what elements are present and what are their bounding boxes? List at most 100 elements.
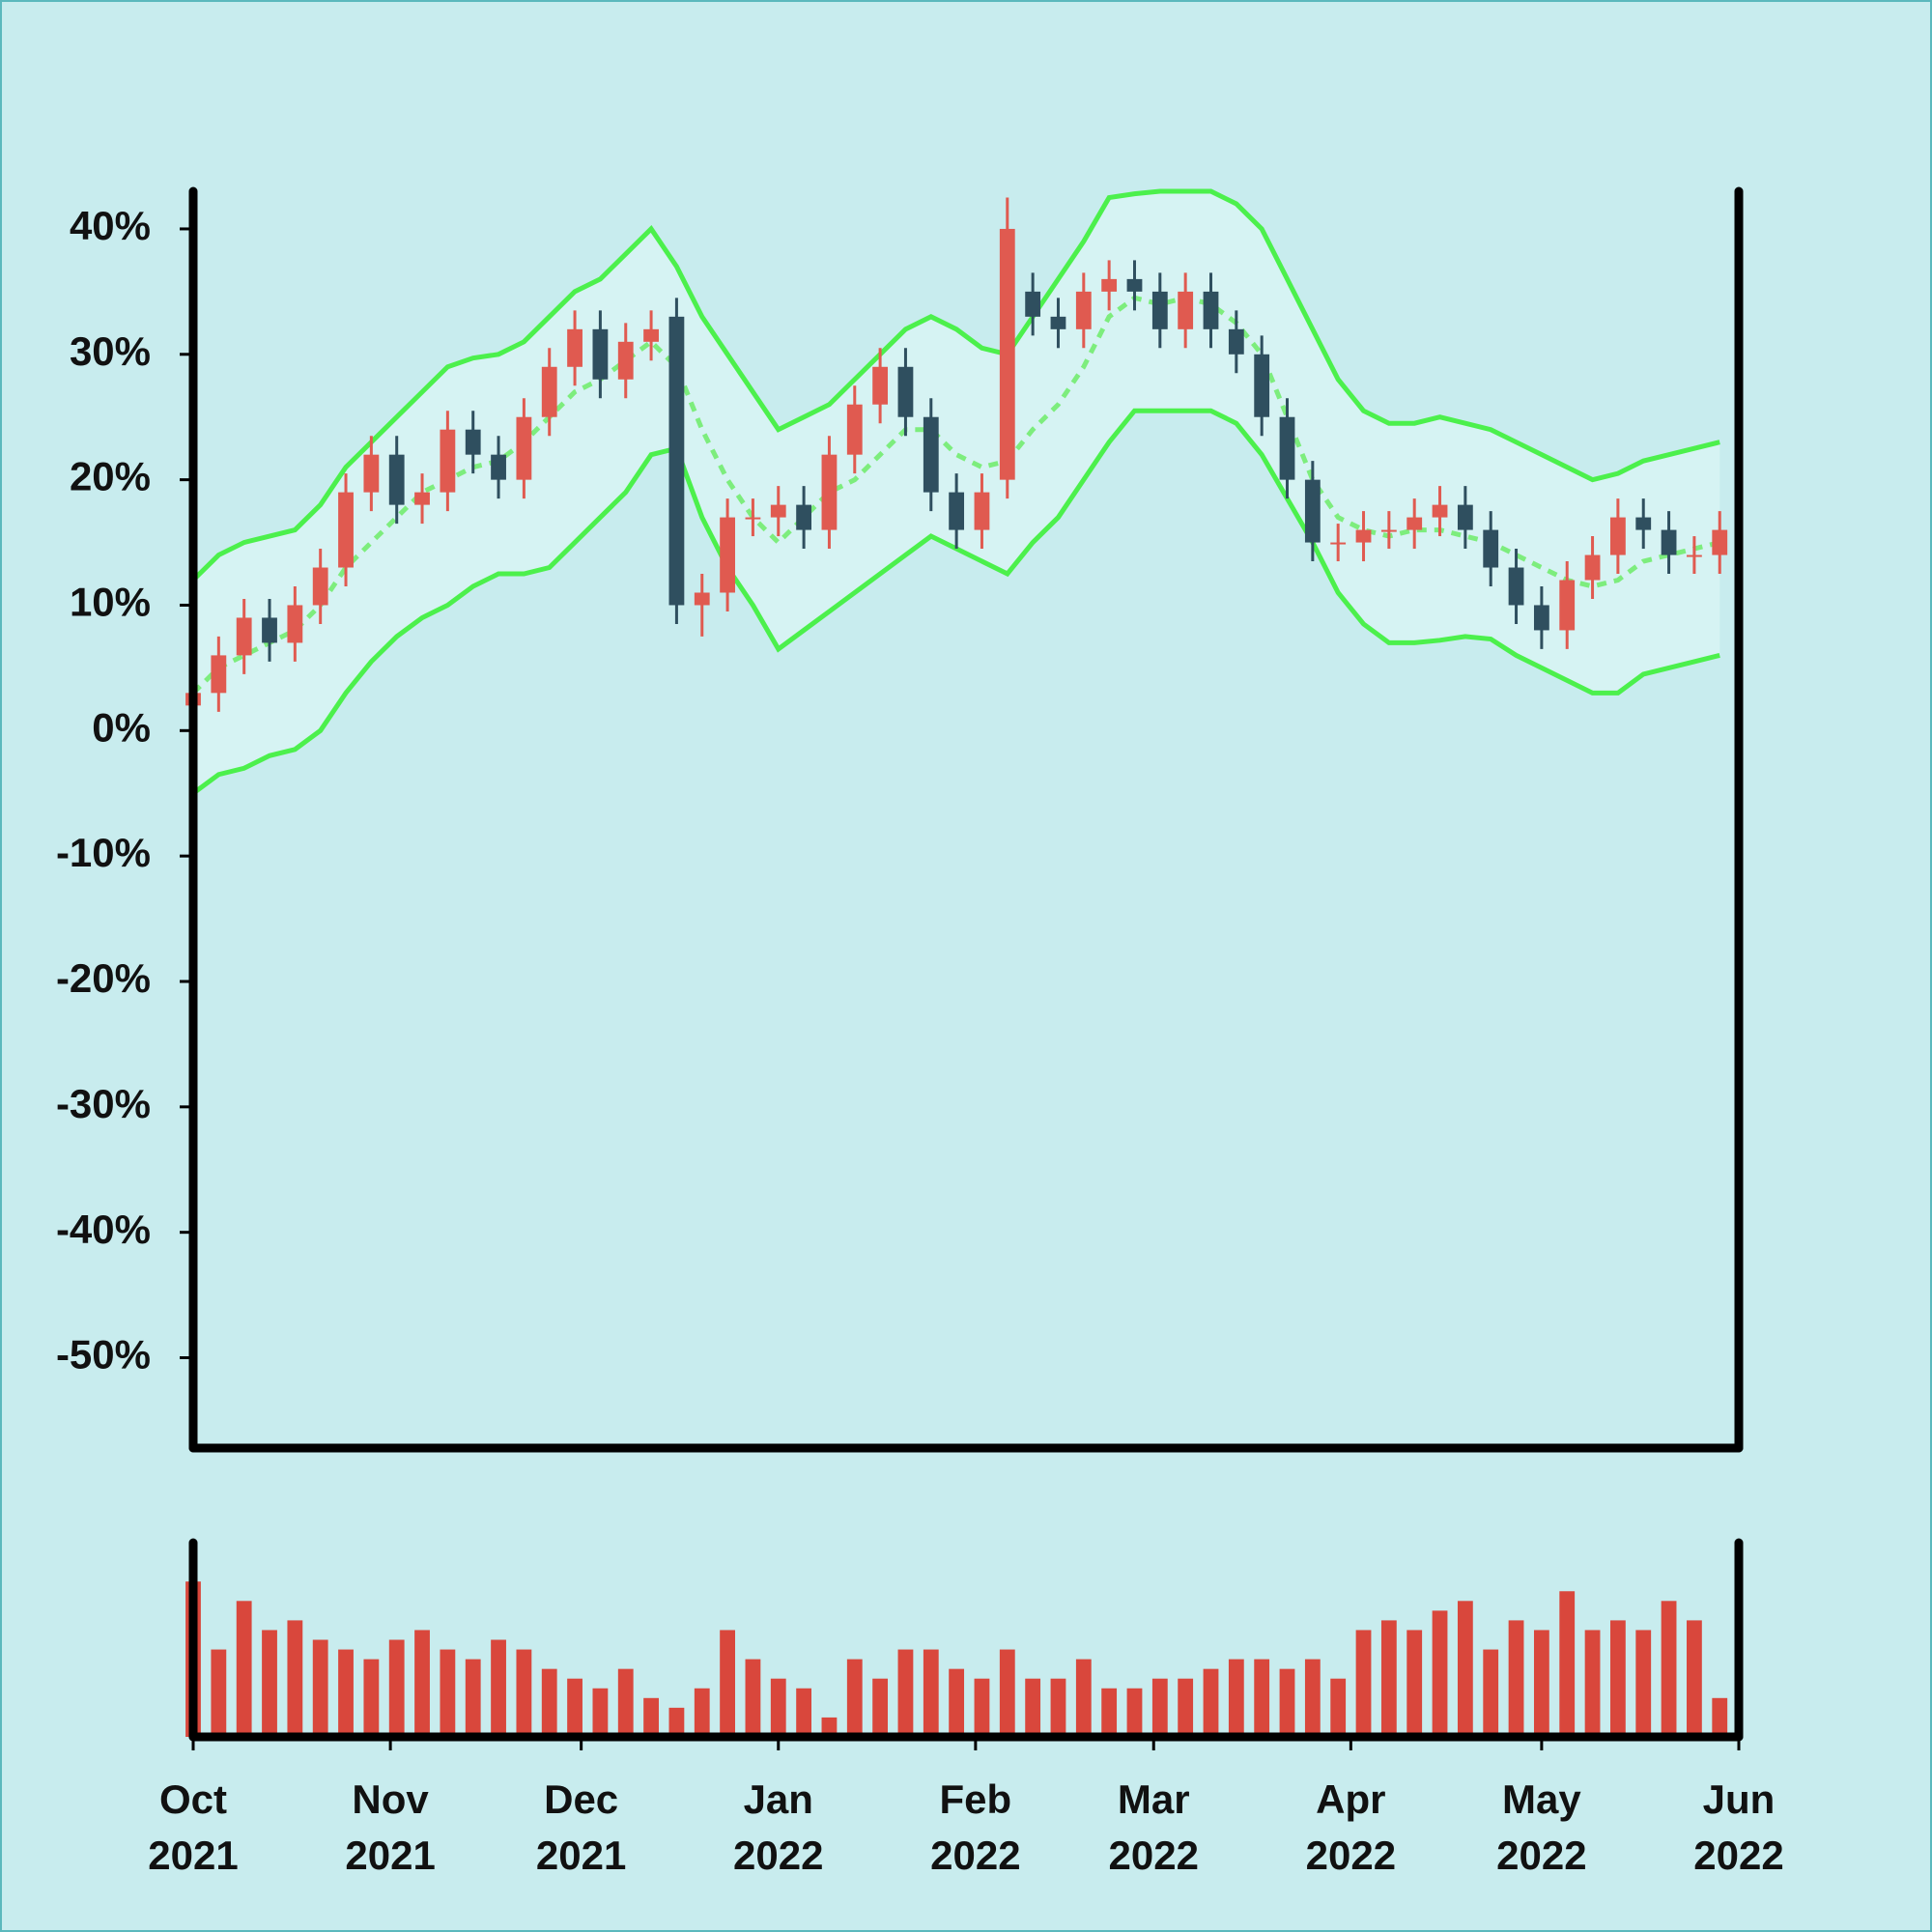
candle-body — [1533, 605, 1549, 631]
x-tick-label-line: 2021 — [536, 1833, 626, 1878]
candle-body — [999, 228, 1015, 480]
x-tick-label: May 2022 — [1496, 1776, 1586, 1878]
x-tick-label: Jan 2022 — [733, 1776, 823, 1878]
volume-bar — [796, 1688, 811, 1737]
candle-body — [1151, 291, 1168, 329]
volume-bar — [1457, 1601, 1473, 1737]
x-tick-label-line: 2021 — [345, 1833, 435, 1878]
volume-bar — [923, 1649, 939, 1737]
candle-body — [1126, 278, 1143, 292]
x-tick-label: Feb 2022 — [930, 1776, 1020, 1878]
candle-body — [1559, 580, 1576, 631]
y-tick-label: -40% — [56, 1207, 151, 1252]
candle-body — [388, 454, 405, 505]
candle-body — [1101, 278, 1118, 292]
candle-body — [1457, 504, 1473, 530]
candle-body — [1635, 517, 1652, 530]
volume-bar — [541, 1668, 557, 1737]
candle-body — [516, 416, 532, 480]
candle-body — [1687, 554, 1702, 557]
x-tick-label-line: May — [1502, 1776, 1581, 1822]
volume-bar — [312, 1639, 328, 1737]
volume-bar — [1228, 1659, 1244, 1737]
candle-body — [643, 328, 659, 342]
candle-body — [1254, 354, 1270, 417]
volume-bar — [1050, 1678, 1066, 1737]
volume-bar — [388, 1639, 405, 1737]
volume-bar — [1203, 1668, 1219, 1737]
volume-bar — [694, 1688, 710, 1737]
volume-bar — [1584, 1630, 1601, 1737]
x-tick-label: Apr 2022 — [1306, 1776, 1396, 1878]
y-tick-label: 10% — [70, 580, 151, 625]
candle-body — [1355, 529, 1372, 543]
candle-body — [694, 592, 710, 606]
candle-body — [1304, 479, 1321, 543]
candle-body — [465, 429, 481, 455]
volume-bar — [1533, 1630, 1549, 1737]
volume-bar — [1508, 1620, 1524, 1737]
candle-body — [923, 416, 939, 493]
volume-bar — [1661, 1601, 1677, 1737]
volume-bar — [1559, 1591, 1576, 1737]
candle-body — [770, 504, 786, 518]
volume-bar — [643, 1697, 659, 1737]
candle-body — [617, 341, 634, 380]
candle-body — [287, 605, 303, 643]
volume-bar — [338, 1649, 354, 1737]
volume-bar — [1635, 1630, 1652, 1737]
y-tick-label: -10% — [56, 830, 151, 875]
volume-bar — [567, 1678, 582, 1737]
candle-body — [1178, 291, 1194, 329]
candle-body — [363, 454, 380, 493]
volume-bar — [1178, 1678, 1194, 1737]
volume-bar — [1355, 1630, 1372, 1737]
candle-body — [668, 316, 685, 606]
x-tick-label-line: Nov — [352, 1776, 429, 1822]
x-tick-label-line: 2022 — [1496, 1833, 1586, 1878]
x-tick-label: Mar 2022 — [1109, 1776, 1199, 1878]
volume-bar — [516, 1649, 532, 1737]
volume-bar — [999, 1649, 1015, 1737]
candle-body — [1330, 542, 1347, 545]
candle-body — [1609, 517, 1626, 555]
volume-bar — [287, 1620, 303, 1737]
y-tick-label: -30% — [56, 1081, 151, 1126]
volume-bar — [1330, 1678, 1347, 1737]
candle-body — [592, 328, 609, 380]
x-tick-label-line: Jan — [744, 1776, 813, 1822]
candle-body — [720, 517, 735, 593]
candle-body — [491, 454, 506, 480]
y-tick-label: -50% — [56, 1332, 151, 1378]
volume-bar — [821, 1717, 838, 1737]
candle-body — [1432, 504, 1448, 518]
x-tick-label-line: 2022 — [1693, 1833, 1783, 1878]
candle-body — [1025, 291, 1041, 317]
volume-bar — [668, 1707, 685, 1737]
volume-bar — [491, 1639, 506, 1737]
candle-body — [745, 517, 761, 520]
x-tick-label-line: 2022 — [930, 1833, 1020, 1878]
volume-bar — [1126, 1688, 1143, 1737]
y-tick-label: -20% — [56, 955, 151, 1001]
volume-bar — [1279, 1668, 1295, 1737]
candle-body — [1584, 554, 1601, 581]
y-tick-label: 30% — [70, 328, 151, 374]
y-tick-label: 20% — [70, 454, 151, 499]
volume-bar — [1380, 1620, 1397, 1737]
x-tick-label-line: Jun — [1703, 1776, 1776, 1822]
candle-body — [872, 366, 889, 405]
x-tick-label-line: Feb — [940, 1776, 1012, 1822]
volume-bar — [262, 1630, 277, 1737]
volume-bar — [236, 1601, 252, 1737]
x-tick-label-line: Mar — [1118, 1776, 1190, 1822]
volume-bar — [617, 1668, 634, 1737]
candle-body — [796, 504, 811, 530]
candle-body — [897, 366, 914, 417]
volume-bar — [1075, 1659, 1092, 1737]
candle-body — [1661, 529, 1677, 555]
candle-body — [414, 492, 430, 505]
x-tick-label-line: Dec — [544, 1776, 618, 1822]
